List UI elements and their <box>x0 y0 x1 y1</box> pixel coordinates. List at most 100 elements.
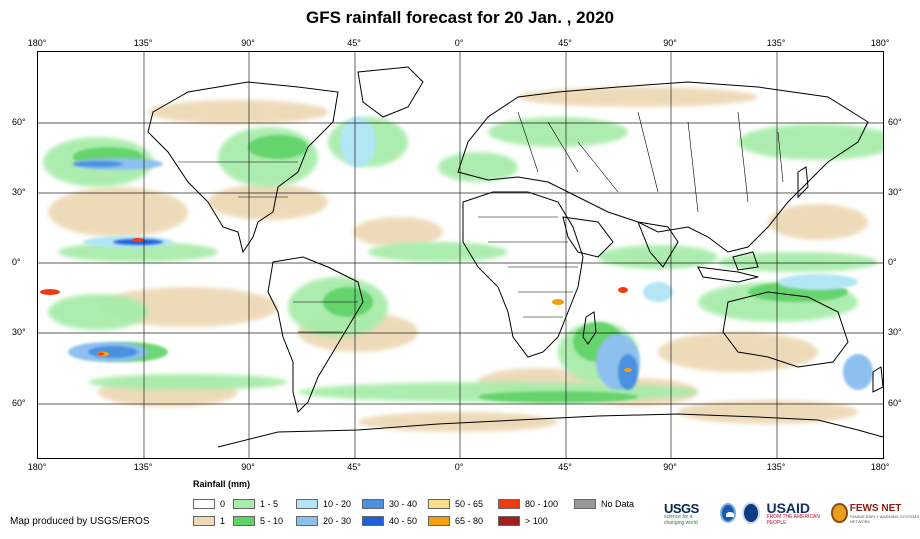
legend-title: Rainfall (mm) <box>193 479 251 489</box>
legend-swatch <box>498 499 520 509</box>
legend-swatch <box>574 499 596 509</box>
graticule <box>38 52 883 458</box>
lat-tick-left: 30° <box>12 327 26 337</box>
south-america-outline <box>267 256 364 413</box>
lon-tick-bottom: 135° <box>766 462 786 472</box>
lat-tick-right: 60° <box>888 117 902 127</box>
legend-item: 10 - 20 <box>296 498 351 510</box>
legend-item: 65 - 80 <box>428 515 483 527</box>
usgs-tagline: science for a changing world <box>664 513 698 526</box>
noaa-logo <box>719 503 737 523</box>
legend-item: 1 <box>193 515 225 527</box>
legend-swatch <box>428 516 450 526</box>
lon-tick-bottom: 0° <box>454 462 464 472</box>
legend-swatch <box>233 516 255 526</box>
legend-label: 0 <box>220 499 226 509</box>
legend-item: No Data <box>574 498 634 510</box>
usgs-logo: USGS science for a changing world <box>664 501 714 526</box>
eurasia-outline <box>457 81 869 253</box>
legend-swatch <box>498 516 520 526</box>
legend-item: 50 - 65 <box>428 498 483 510</box>
usaid-tagline: FROM THE AMERICAN PEOPLE <box>766 514 821 526</box>
japan-outline <box>797 166 809 199</box>
rain-band-heavy <box>40 238 632 372</box>
lat-tick-right: 30° <box>888 187 902 197</box>
legend-swatch <box>362 499 384 509</box>
legend-item: 20 - 30 <box>296 515 351 527</box>
usaid-logo: USAID FROM THE AMERICAN PEOPLE <box>766 500 825 526</box>
legend-label: 1 <box>220 516 226 526</box>
legend-item: > 100 <box>498 515 548 527</box>
legend-label: 30 - 40 <box>389 499 418 509</box>
africa-outline <box>462 191 584 358</box>
fews-net-logo: FEWS NET FAMINE EARLY WARNING SYSTEMS NE… <box>831 503 920 524</box>
lon-tick-top: 0° <box>454 38 464 48</box>
lon-tick-top: 90° <box>241 38 255 48</box>
legend-item: 1 - 5 <box>233 498 278 510</box>
fews-wordmark: FEWS NET <box>849 502 902 514</box>
lat-tick-left: 0° <box>12 257 21 267</box>
legend-swatch <box>296 516 318 526</box>
legend-label: 65 - 80 <box>455 516 484 526</box>
lon-tick-bottom: 135° <box>133 462 153 472</box>
legend-item: 5 - 10 <box>233 515 283 527</box>
legend-label: > 100 <box>525 516 548 526</box>
lat-tick-left: 60° <box>12 398 26 408</box>
legend-swatch <box>193 516 215 526</box>
map-credit: Map produced by USGS/EROS <box>10 516 150 527</box>
lon-tick-top: 135° <box>133 38 153 48</box>
lon-tick-top: 45° <box>347 38 361 48</box>
legend-label: 1 - 5 <box>260 499 279 509</box>
lon-tick-bottom: 180° <box>870 462 890 472</box>
madagascar-outline <box>582 311 597 345</box>
new-zealand-outline <box>872 366 883 393</box>
legend-label: 80 - 100 <box>525 499 559 509</box>
legend-item: 30 - 40 <box>362 498 417 510</box>
lon-tick-bottom: 180° <box>27 462 47 472</box>
lat-tick-right: 60° <box>888 398 902 408</box>
country-borders <box>147 66 883 448</box>
usaid-wordmark: USAID <box>766 500 811 516</box>
legend-label: 10 - 20 <box>323 499 352 509</box>
legend-item: 40 - 50 <box>362 515 417 527</box>
borneo-outline <box>732 251 759 271</box>
fews-tagline: FAMINE EARLY WARNING SYSTEMS NETWORK <box>849 513 919 524</box>
legend-label: No Data <box>601 499 635 509</box>
lon-tick-bottom: 90° <box>241 462 255 472</box>
lat-tick-right: 30° <box>888 327 902 337</box>
north-america-outline <box>147 81 339 254</box>
usgs-wordmark: USGS <box>664 500 699 516</box>
australia-outline <box>722 291 849 368</box>
rainfall-map <box>38 52 883 458</box>
lon-tick-bottom: 90° <box>663 462 677 472</box>
lon-tick-bottom: 45° <box>558 462 572 472</box>
legend-item: 80 - 100 <box>498 498 558 510</box>
lat-tick-left: 30° <box>12 187 26 197</box>
india-outline <box>637 221 679 268</box>
legend-label: 50 - 65 <box>455 499 484 509</box>
legend-swatch <box>362 516 384 526</box>
lon-tick-top: 180° <box>870 38 890 48</box>
greenland-outline <box>357 66 424 118</box>
arabia-outline <box>562 216 614 258</box>
lon-tick-top: 45° <box>558 38 572 48</box>
antarctica-outline <box>217 413 883 448</box>
lon-tick-top: 180° <box>27 38 47 48</box>
indonesia-outline <box>697 266 759 283</box>
map-panel[interactable] <box>37 51 884 459</box>
lon-tick-top: 135° <box>766 38 786 48</box>
legend-label: 5 - 10 <box>260 516 284 526</box>
usaid-seal-icon <box>742 502 761 524</box>
globe-icon <box>831 503 848 523</box>
legend-swatch <box>233 499 255 509</box>
legend-label: 20 - 30 <box>323 516 352 526</box>
lon-tick-top: 90° <box>663 38 677 48</box>
lat-tick-right: 0° <box>888 257 897 267</box>
agency-logos: USGS science for a changing world USAID … <box>664 498 920 528</box>
legend-item: 0 <box>193 498 225 510</box>
legend-swatch <box>296 499 318 509</box>
legend-label: 40 - 50 <box>389 516 418 526</box>
lon-tick-bottom: 45° <box>347 462 361 472</box>
lat-tick-left: 60° <box>12 117 26 127</box>
map-title: GFS rainfall forecast for 20 Jan. , 2020 <box>305 8 615 27</box>
